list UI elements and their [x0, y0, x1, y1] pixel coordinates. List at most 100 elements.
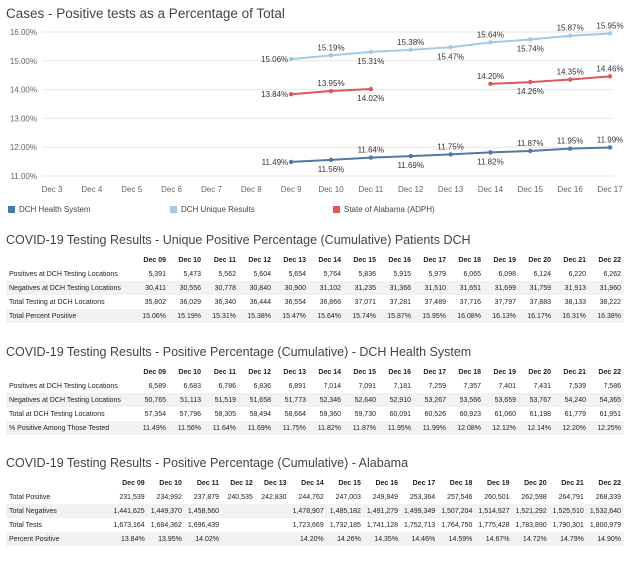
data-point: [528, 37, 533, 42]
table-cell: 7,014: [323, 382, 341, 390]
row-label: Positives at DCH Testing Locations: [9, 382, 118, 390]
table-row: Negatives at DCH Testing Locations 50,765…: [6, 393, 624, 407]
data-label: 15.64%: [477, 30, 504, 39]
data-point: [448, 45, 453, 50]
table-cell: 14.35%: [363, 532, 402, 546]
table-cell: 15.19%: [169, 309, 204, 323]
column-header: Dec 16: [375, 479, 399, 487]
series-line-segment: [570, 146, 611, 150]
table-cell: 237,879: [193, 493, 220, 501]
column-header: Dec 13: [264, 479, 287, 487]
table-title: COVID-19 Testing Results - Positive Perc…: [6, 456, 409, 470]
table-cell: 15.38%: [239, 309, 274, 323]
table-cell: 6,124: [533, 270, 551, 278]
table-cell: 11.95%: [379, 421, 414, 435]
table-cell: 59,360: [319, 410, 341, 418]
table-cell: 35,802: [144, 298, 166, 306]
data-label: 14.35%: [557, 68, 584, 77]
table-cell: 12.14%: [519, 421, 554, 435]
table-cell: 14.67%: [475, 532, 513, 546]
table-cell: 5,391: [148, 270, 166, 278]
table-cell: 37,797: [494, 298, 516, 306]
data-point: [368, 86, 374, 92]
table-cell: 38,133: [564, 298, 586, 306]
series-line-segment: [450, 151, 491, 156]
data-point: [368, 155, 374, 160]
table-cell: 11.49%: [134, 421, 169, 435]
table-cell: 53,267: [414, 393, 449, 407]
column-header: Dec 15: [353, 368, 376, 376]
data-point: [368, 49, 374, 55]
series-line-segment: [490, 81, 531, 85]
table-cell: 16.13%: [484, 309, 519, 323]
table-cell: [222, 518, 256, 532]
table-cell: 54,240: [554, 393, 589, 407]
table-cell: [255, 504, 290, 518]
table-cell: 1,764,750: [441, 521, 473, 529]
table-cell: 14.72%: [512, 532, 550, 546]
column-header: Dec 12: [248, 368, 271, 376]
table-row: Positives at DCH Testing Locations 6,589 6…: [6, 379, 624, 393]
table-cell: 31,510: [414, 281, 449, 295]
table-cell: 16.38%: [589, 309, 624, 323]
table-row: Total Percent Positive 15.06% 15.19% 15.31%…: [6, 309, 624, 323]
series-line-segment: [330, 50, 371, 57]
table-cell: 15.06%: [134, 309, 169, 323]
series-line-segment: [291, 90, 332, 96]
table-cell: 59,730: [354, 410, 376, 418]
x-tick-label: Dec 8: [241, 185, 262, 194]
legend-item-dch-health-system[interactable]: DCH Health System: [8, 205, 91, 214]
column-header: Dec 18: [458, 368, 481, 376]
series-line-segment: [530, 78, 571, 84]
table-cell: 12.25%: [589, 421, 624, 435]
table-cell: 36,444: [249, 298, 271, 306]
data-label: 15.74%: [517, 44, 544, 53]
data-point: [328, 157, 334, 163]
table-cell: 36,866: [319, 298, 341, 306]
table-cell: 37,489: [424, 298, 446, 306]
x-tick-label: Dec 10: [318, 185, 344, 194]
x-tick-label: Dec 15: [518, 185, 544, 194]
x-tick-label: Dec 5: [121, 185, 142, 194]
column-header: Dec 19: [486, 479, 510, 487]
table-cell: 1,800,979: [589, 521, 621, 529]
column-header: Dec 10: [178, 368, 201, 376]
column-header: Dec 22: [598, 479, 621, 487]
data-point: [288, 56, 294, 62]
data-point: [408, 47, 413, 53]
table-cell: 14.02%: [184, 532, 223, 546]
table-cell: 6,836: [253, 382, 271, 390]
legend-item-state-of-alabama[interactable]: State of Alabama (ADPH): [333, 205, 435, 214]
table-cell: 15.87%: [379, 309, 414, 323]
table-cell: 52,910: [379, 393, 414, 407]
table-cell: 13.95%: [147, 532, 185, 546]
table-cell: 58,664: [284, 410, 306, 418]
table-cell: [255, 532, 290, 546]
column-header: Dec 19: [493, 368, 516, 376]
data-point: [288, 92, 294, 97]
data-label: 11.82%: [477, 157, 504, 166]
data-label: 13.95%: [317, 79, 344, 88]
x-tick-label: Dec 7: [201, 185, 222, 194]
data-label: 15.95%: [596, 22, 623, 30]
table-cell: 36,340: [214, 298, 236, 306]
data-point: [607, 145, 613, 150]
header-spacer: [6, 476, 111, 490]
table-cell: 1,790,301: [552, 521, 584, 529]
legend-item-dch-unique-results[interactable]: DCH Unique Results: [170, 205, 255, 214]
table-cell: 15.31%: [204, 309, 239, 323]
data-point: [528, 148, 533, 154]
table-cell: 244,762: [298, 493, 324, 501]
table-cell: 1,532,640: [586, 504, 624, 518]
table-cell: 5,562: [218, 270, 236, 278]
table-cell: 7,091: [358, 382, 376, 390]
table-cell: 53,767: [519, 393, 554, 407]
table-cell: 58,305: [214, 410, 236, 418]
column-header: Dec 10: [178, 256, 201, 264]
data-label: 11.64%: [358, 146, 385, 155]
table-cell: 12.12%: [484, 421, 519, 435]
table-cell: 61,060: [494, 410, 516, 418]
column-header: Dec 09: [122, 479, 145, 487]
x-tick-label: Dec 9: [281, 185, 302, 194]
column-header: Dec 15: [353, 256, 376, 264]
